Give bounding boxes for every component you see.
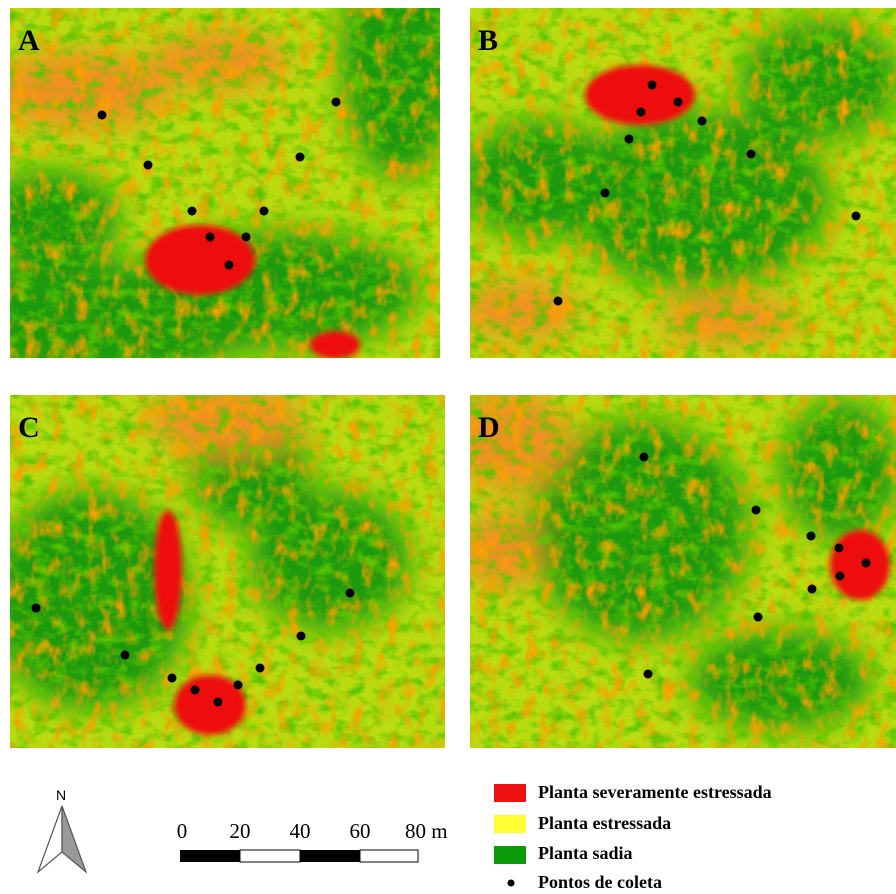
north-label: N	[56, 787, 66, 803]
collection-point	[640, 453, 649, 462]
map-image	[0, 385, 445, 748]
map-panel: C	[0, 385, 445, 748]
collection-point	[852, 212, 861, 221]
map-panel: A	[0, 0, 460, 380]
severe-zone	[145, 225, 255, 295]
legend-swatch	[494, 846, 526, 864]
north-arrow: N	[38, 787, 86, 872]
collection-point	[214, 698, 223, 707]
map-panel: D	[450, 390, 896, 748]
scale-segment	[300, 850, 360, 862]
collection-point	[648, 81, 657, 90]
map-texture	[470, 8, 896, 358]
legend-swatch	[494, 784, 526, 802]
map-image	[460, 8, 896, 358]
legend-label: Planta severamente estressada	[538, 782, 772, 802]
collection-point	[835, 544, 844, 553]
collection-point	[644, 670, 653, 679]
scale-segment	[180, 850, 240, 862]
collection-point	[601, 189, 610, 198]
collection-point	[554, 297, 563, 306]
panel-label: A	[18, 24, 40, 57]
collection-point	[32, 604, 41, 613]
panel-label: C	[18, 411, 40, 444]
collection-point	[144, 161, 153, 170]
collection-point	[191, 686, 200, 695]
collection-point	[637, 108, 646, 117]
collection-point	[674, 98, 683, 107]
severe-zone	[830, 530, 890, 600]
panel-label: B	[478, 24, 498, 57]
arrow-right	[62, 806, 86, 872]
collection-point	[862, 559, 871, 568]
collection-point	[297, 632, 306, 641]
collection-point	[188, 207, 197, 216]
scale-label: 40	[290, 819, 311, 843]
collection-point	[296, 153, 305, 162]
scale-segment	[360, 850, 418, 862]
collection-point	[754, 613, 763, 622]
legend-label: Pontos de coleta	[538, 872, 662, 892]
panel-label: D	[478, 411, 500, 444]
severe-zones	[830, 530, 890, 600]
legend-label: Planta sadia	[538, 843, 633, 863]
collection-point	[808, 585, 817, 594]
collection-point	[121, 651, 130, 660]
legend-swatch	[494, 815, 526, 833]
collection-point	[234, 681, 243, 690]
scale-label: 80 m	[405, 819, 448, 843]
severe-zone	[310, 331, 360, 359]
scale-bar: 0 20 40 60 80 m	[177, 819, 448, 862]
scale-label: 0	[177, 819, 188, 843]
collection-point	[98, 111, 107, 120]
legend-dot	[508, 880, 515, 887]
severe-zone	[154, 510, 182, 630]
collection-point	[332, 98, 341, 107]
map-texture	[10, 8, 440, 358]
collection-point	[346, 589, 355, 598]
collection-point	[747, 150, 756, 159]
collection-point	[807, 532, 816, 541]
collection-point	[260, 207, 269, 216]
collection-point	[698, 117, 707, 126]
figure: A B C D Planta severamente estressada Plant…	[0, 0, 896, 894]
scale-label: 60	[350, 819, 371, 843]
legend-label: Planta estressada	[538, 813, 671, 833]
map-image	[450, 390, 896, 748]
collection-point	[625, 135, 634, 144]
scale-label: 20	[230, 819, 251, 843]
collection-point	[168, 674, 177, 683]
arrow-left	[38, 806, 62, 872]
collection-point	[836, 572, 845, 581]
map-image	[0, 0, 460, 380]
legend: Planta severamente estressada Planta est…	[494, 782, 772, 892]
collection-point	[206, 233, 215, 242]
scale-segment	[240, 850, 300, 862]
collection-point	[752, 506, 761, 515]
collection-point	[242, 233, 251, 242]
collection-point	[256, 664, 265, 673]
collection-point	[225, 261, 234, 270]
map-panel: B	[460, 8, 896, 358]
